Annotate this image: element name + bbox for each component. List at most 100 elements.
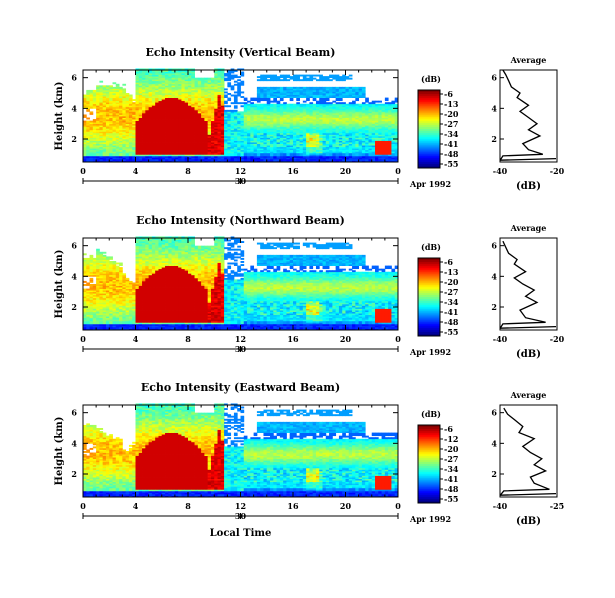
heatmap-cell: [128, 154, 133, 157]
heatmap-cell: [99, 105, 104, 108]
heatmap-cell: [230, 102, 235, 105]
heatmap-cell: [125, 105, 130, 108]
heatmap-cells: [83, 236, 399, 331]
heatmap-cell: [148, 106, 153, 109]
heatmap-cell: [105, 145, 110, 148]
heatmap-cell: [89, 151, 94, 154]
heatmap-cell: [378, 103, 382, 106]
heatmap-cell: [135, 77, 140, 80]
heatmap-cell: [237, 82, 241, 85]
heatmap-cell: [132, 134, 136, 137]
heatmap-cell: [122, 134, 127, 137]
heatmap-cell: [122, 112, 127, 115]
heatmap-cell: [145, 70, 150, 72]
x-tick-label: 8: [185, 166, 191, 176]
heatmap-cell: [210, 77, 215, 80]
heatmap-cell: [125, 102, 130, 105]
heatmap-cell: [148, 125, 153, 128]
heatmap-cell: [96, 99, 100, 102]
heatmap-cell: [155, 154, 159, 157]
heatmap-cell: [151, 160, 156, 163]
heatmap-cell: [151, 140, 156, 143]
heatmap-cell: [125, 109, 130, 112]
heatmap-cell: [89, 152, 94, 155]
heatmap-cell: [135, 152, 140, 155]
heatmap-cell: [115, 149, 120, 152]
heatmap-cell: [125, 139, 130, 141]
heatmap-cell: [99, 158, 104, 161]
heatmap-cell: [109, 105, 113, 108]
heatmap-cell: [145, 149, 150, 152]
heatmap-cell: [89, 126, 94, 129]
heatmap-cell: [332, 86, 337, 89]
heatmap-cell: [151, 86, 156, 89]
heatmap-cell: [92, 125, 97, 128]
heatmap-cell: [148, 79, 153, 82]
heatmap-cell: [115, 117, 120, 120]
heatmap-cell: [96, 126, 100, 129]
heatmap-cell: [332, 100, 337, 103]
heatmap-cell: [128, 96, 133, 98]
heatmap-cell: [142, 80, 146, 83]
heatmap-cell: [89, 157, 94, 160]
heatmap-cell: [135, 146, 140, 149]
heatmap-cell: [309, 102, 314, 105]
heatmap-cell: [112, 82, 117, 85]
heatmap-cell: [296, 102, 300, 105]
heatmap-cell: [148, 152, 153, 155]
heatmap-cell: [148, 112, 153, 115]
heatmap-cell: [151, 148, 156, 151]
heatmap-cell: [109, 139, 113, 141]
heatmap-cell: [92, 89, 97, 92]
heatmap-cell: [105, 137, 110, 140]
heatmap-cell: [92, 134, 97, 137]
heatmap-cell: [115, 102, 120, 105]
heatmap-cell: [148, 71, 153, 74]
heatmap-cell: [83, 123, 87, 126]
heatmap-cell: [151, 152, 156, 155]
heatmap-cell: [128, 105, 133, 108]
heatmap-cell: [145, 120, 150, 123]
heatmap-cell: [112, 114, 117, 117]
heatmap-cell: [279, 103, 284, 106]
heatmap-cell: [155, 103, 159, 106]
heatmap-cell: [125, 103, 130, 106]
heatmap-cell: [119, 157, 123, 160]
heatmap-cell: [155, 80, 159, 83]
heatmap-cell: [99, 91, 104, 94]
heatmap-cell: [83, 120, 87, 123]
heatmap-cell: [119, 149, 123, 152]
heatmap-cell: [279, 79, 284, 82]
heatmap-cell: [128, 148, 133, 151]
heatmap-cell: [125, 116, 130, 118]
heatmap-cell: [138, 70, 143, 72]
heatmap-cell: [109, 103, 113, 106]
heatmap-cell: [122, 94, 127, 97]
heatmap-cell: [86, 143, 90, 146]
heatmap-cell: [105, 125, 110, 128]
heatmap-cell: [325, 76, 330, 79]
heatmap-cell: [89, 145, 94, 148]
heatmap-cell: [266, 79, 271, 82]
heatmap-cell: [158, 116, 163, 118]
heatmap-cell: [102, 88, 107, 91]
heatmap-cell: [151, 97, 156, 100]
heatmap-cell: [128, 131, 133, 134]
heatmap-cell: [99, 154, 104, 157]
heatmap-cell: [99, 129, 104, 132]
heatmap-cell: [142, 114, 146, 117]
heatmap-cell: [89, 160, 94, 163]
heatmap-cell: [142, 93, 146, 95]
heatmap-cell: [83, 146, 87, 149]
heatmap-cell: [306, 86, 310, 89]
heatmap-cell: [151, 83, 156, 86]
heatmap-cell: [142, 139, 146, 141]
heatmap-cell: [96, 152, 100, 155]
heatmap-cell: [105, 103, 110, 106]
heatmap-cell: [151, 129, 156, 132]
heatmap-cell: [151, 137, 156, 140]
heatmap-cell: [86, 137, 90, 140]
heatmap-cell: [96, 119, 100, 121]
heatmap-cell: [99, 142, 104, 144]
panel-0: Echo Intensity (Vertical Beam)0 4 8 12 16 20 0…: [54, 46, 565, 192]
